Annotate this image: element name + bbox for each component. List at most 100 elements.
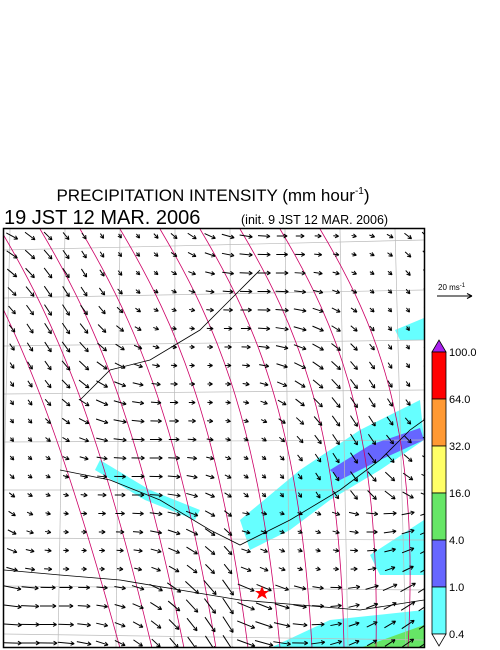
- wind-arrow: [225, 437, 231, 442]
- wind-arrow: [149, 492, 163, 498]
- wind-arrow: [207, 400, 213, 405]
- wind-arrow: [206, 437, 214, 442]
- wind-arrow: [6, 268, 18, 278]
- wind-arrow: [189, 326, 195, 331]
- wind-arrow: [168, 455, 180, 461]
- wind-arrow: [261, 511, 268, 516]
- wind-arrow: [96, 361, 108, 370]
- wind-arrow: [114, 381, 127, 388]
- wind-arrow: [61, 398, 71, 407]
- wind-arrow: [279, 548, 286, 553]
- wind-arrow: [387, 307, 393, 313]
- wind-arrow: [151, 566, 161, 572]
- wind-arrow: [39, 603, 57, 609]
- wind-arrow: [97, 324, 107, 333]
- wind-arrow: [297, 454, 303, 462]
- vector-label-text: 20 ms: [438, 283, 460, 292]
- wind-arrow: [278, 566, 286, 572]
- wind-arrow: [44, 566, 53, 572]
- wind-arrow: [293, 308, 307, 313]
- wind-arrow: [113, 455, 127, 461]
- title: PRECIPITATION INTENSITY (mm hour-1): [56, 186, 369, 205]
- graticule: [229, 229, 233, 647]
- wind-arrow: [63, 529, 69, 535]
- wind-arrow: [80, 304, 88, 316]
- wind-arrow: [207, 418, 214, 424]
- wind-arrow: [242, 511, 250, 516]
- wind-arrow: [387, 398, 394, 407]
- vector-legend-label: 20 ms-1: [438, 283, 466, 292]
- wind-arrow: [58, 622, 74, 628]
- wind-arrow: [386, 233, 394, 239]
- wind-arrow: [405, 270, 411, 276]
- wind-arrow: [405, 307, 411, 313]
- colorbar-label: 0.4: [449, 629, 464, 641]
- wind-arrow: [369, 325, 375, 332]
- graticule: [284, 229, 291, 647]
- wind-arrow: [77, 622, 91, 628]
- wind-arrow: [134, 326, 142, 331]
- wind-arrow: [81, 250, 87, 259]
- wind-arrow: [404, 232, 413, 240]
- wind-arrow: [167, 600, 181, 612]
- wind-arrow: [312, 603, 325, 609]
- wind-arrow: [387, 380, 393, 388]
- wind-arrow: [315, 566, 321, 572]
- wind-arrow: [243, 474, 249, 479]
- wind-arrow: [25, 566, 36, 572]
- wind-arrow: [369, 252, 375, 257]
- vector-label-exponent: -1: [460, 283, 466, 289]
- wind-arrow: [297, 511, 303, 516]
- wind-arrow: [420, 532, 424, 535]
- wind-arrow: [153, 252, 159, 257]
- wind-arrow: [150, 548, 162, 554]
- wind-arrow: [402, 472, 414, 481]
- wind-arrow: [292, 622, 308, 628]
- wind-arrow: [78, 418, 90, 425]
- wind-arrow: [351, 233, 357, 239]
- wind-arrow: [81, 511, 88, 516]
- colorbar-label: 16.0: [449, 488, 470, 500]
- wind-arrow: [131, 474, 145, 479]
- wind-arrow: [241, 529, 251, 535]
- wind-arrow: [98, 305, 106, 315]
- wind-arrow: [186, 617, 198, 632]
- wind-arrow: [149, 455, 163, 461]
- wind-arrow: [369, 361, 376, 370]
- wind-arrow: [63, 511, 69, 516]
- wind-arrow: [6, 250, 18, 259]
- wind-arrow: [153, 326, 160, 331]
- wind-arrow: [279, 511, 285, 516]
- wind-arrow: [204, 528, 216, 536]
- wind-arrow: [131, 492, 145, 498]
- wind-arrow: [222, 597, 234, 615]
- wind-arrow: [383, 511, 397, 516]
- wind-arrow: [24, 231, 36, 241]
- wind-arrow: [332, 471, 340, 482]
- wind-arrow: [368, 379, 376, 389]
- wind-arrow: [27, 437, 33, 442]
- colorbar-segment: [431, 539, 447, 588]
- wind-arrow: [116, 306, 124, 314]
- wind-arrow: [260, 548, 268, 553]
- wind-arrow: [314, 233, 322, 239]
- wind-arrow: [292, 640, 309, 646]
- wind-arrow: [189, 344, 195, 350]
- wind-arrow: [26, 342, 34, 352]
- wind-arrow: [115, 511, 125, 516]
- graticule: [4, 239, 424, 251]
- wind-arrow: [114, 585, 126, 591]
- wind-arrow: [80, 474, 89, 479]
- wind-arrow: [62, 566, 70, 572]
- wind-arrow: [222, 635, 234, 647]
- map: [4, 229, 424, 647]
- wind-arrow: [80, 268, 88, 278]
- wind-arrow: [312, 307, 324, 313]
- wind-arrow: [221, 233, 235, 240]
- wind-arrow: [348, 603, 360, 608]
- wind-arrow: [132, 382, 144, 387]
- wind-arrow: [8, 305, 16, 315]
- wind-arrow: [132, 400, 145, 406]
- wind-arrow: [405, 381, 411, 388]
- graticule: [115, 229, 121, 647]
